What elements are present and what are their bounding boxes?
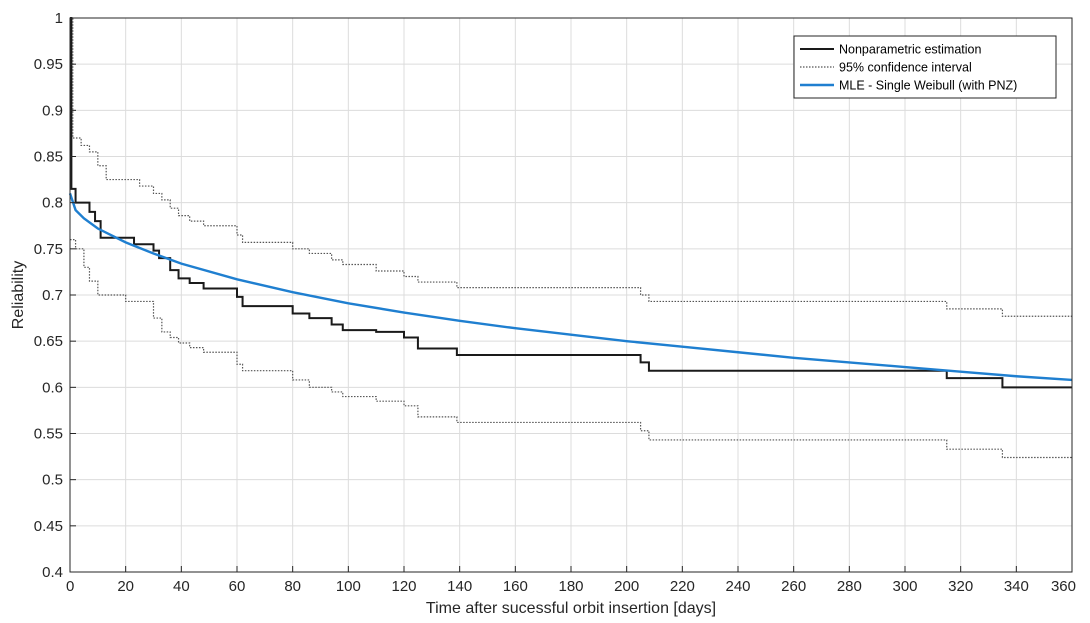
y-tick-label: 0.4 — [42, 564, 63, 581]
x-tick-label: 180 — [558, 578, 583, 595]
x-tick-label: 220 — [670, 578, 695, 595]
legend-label: MLE - Single Weibull (with PNZ) — [839, 79, 1017, 93]
series-line-95-confidence-interval — [70, 17, 1072, 317]
series-group — [68, 17, 1073, 459]
series-line-confidence-interval-lower — [70, 239, 1072, 459]
y-tick-label: 0.8 — [42, 195, 63, 212]
y-tick-label: 1 — [55, 10, 63, 27]
x-tick-label: 260 — [781, 578, 806, 595]
y-tick-label: 0.5 — [42, 472, 63, 489]
y-tick-label: 0.7 — [42, 287, 63, 304]
y-tick-label: 0.95 — [34, 56, 63, 73]
legend: Nonparametric estimation 95% confidence i… — [793, 35, 1057, 99]
tick-labels: 0 20 40 60 80 100 120 140 160 180 200 220 240 260 280 3… — [34, 10, 1076, 595]
x-tick-label: 140 — [447, 578, 472, 595]
x-tick-label: 300 — [892, 578, 917, 595]
x-tick-label: 320 — [948, 578, 973, 595]
y-tick-label: 0.6 — [42, 379, 63, 396]
x-tick-label: 100 — [336, 578, 361, 595]
y-tick-label: 0.85 — [34, 149, 63, 166]
x-tick-label: 20 — [117, 578, 134, 595]
x-tick-label: 80 — [284, 578, 301, 595]
x-tick-label: 60 — [229, 578, 246, 595]
x-tick-label: 360 — [1051, 578, 1076, 595]
legend-label: 95% confidence interval — [839, 61, 972, 75]
x-tick-label: 0 — [66, 578, 74, 595]
y-tick-label: 0.55 — [34, 426, 63, 443]
x-tick-label: 160 — [503, 578, 528, 595]
x-tick-label: 340 — [1004, 578, 1029, 595]
x-tick-label: 120 — [391, 578, 416, 595]
y-tick-label: 0.65 — [34, 333, 63, 350]
legend-box — [793, 35, 1057, 99]
x-axis-label: Time after sucessful orbit insertion [da… — [426, 600, 716, 617]
x-tick-label: 40 — [173, 578, 190, 595]
y-tick-label: 0.45 — [34, 518, 63, 535]
x-tick-label: 200 — [614, 578, 639, 595]
series-line-mle-single-weibull-with-pnz — [68, 193, 1073, 382]
y-tick-label: 0.75 — [34, 241, 63, 258]
legend-label: Nonparametric estimation — [839, 43, 981, 57]
y-axis-label: Reliability — [10, 261, 27, 329]
x-tick-label: 240 — [725, 578, 750, 595]
series-line-nonparametric-estimation — [70, 17, 1072, 389]
x-tick-label: 280 — [837, 578, 862, 595]
y-tick-label: 0.9 — [42, 102, 63, 119]
